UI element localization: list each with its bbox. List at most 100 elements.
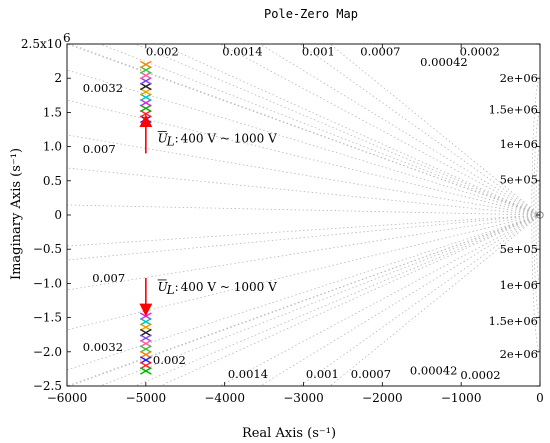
annotation-colon: : — [175, 131, 179, 145]
x-tick-label: −2000 — [362, 391, 403, 405]
y-tick-label: −2.5 — [33, 379, 62, 393]
damping-grid-line — [159, 214, 541, 387]
damping-label: 0.0007 — [351, 367, 391, 381]
pole-marker — [139, 109, 152, 118]
voltage-annotation: UL:400 V ~ 1000 V — [157, 131, 277, 148]
x-tick-label: −6000 — [47, 391, 88, 405]
pole-marker — [139, 350, 152, 359]
damping-grid-line — [66, 214, 541, 247]
damping-grid-line — [99, 214, 541, 387]
x-tick-label: −4000 — [204, 391, 245, 405]
damping-grid-line — [66, 69, 541, 216]
annotation-text: 400 V ~ 1000 V — [181, 280, 277, 294]
frequency-grid-arc — [537, 180, 541, 250]
x-tick-label: 0 — [536, 391, 544, 405]
x-tick-label: −3000 — [283, 391, 324, 405]
pole-marker — [139, 323, 152, 331]
damping-label: 0.007 — [83, 142, 116, 156]
y-axis-ticks: 2.5x10 2 1.5 1.0 0.5 0 −0.5 −1.0 −1.5 −2.0 −2.5 6 — [21, 31, 540, 393]
damping-label: 0.0002 — [460, 45, 500, 59]
annotation-symbol: U — [158, 131, 169, 145]
damping-grid-line — [159, 43, 541, 216]
damping-grid-line — [259, 214, 541, 387]
damping-label: 0.001 — [302, 45, 335, 59]
frequency-label: 5e+05 — [500, 172, 538, 186]
pole-marker — [139, 93, 152, 102]
y-tick-label: 1.5 — [43, 105, 62, 119]
pole-marker — [139, 339, 152, 348]
damping-labels: 0.002 0.0014 0.001 0.00070.000420.00020.003… — [83, 45, 501, 383]
pole-marker — [139, 328, 152, 337]
pole-marker — [139, 71, 152, 80]
frequency-label: 1.5e+06 — [489, 103, 538, 117]
y-tick-label: −0.5 — [33, 242, 62, 256]
pole-marker — [139, 361, 152, 370]
damping-grid-line — [66, 214, 541, 331]
y-tick-label: −1.5 — [33, 311, 62, 325]
damping-label: 0.0032 — [83, 340, 123, 354]
pole-marker — [139, 77, 152, 85]
damping-grid-line — [66, 214, 541, 387]
damping-grid-line — [329, 214, 541, 387]
damping-label: 0.002 — [146, 45, 179, 59]
grid-layer — [66, 43, 541, 387]
damping-grid-line — [134, 214, 541, 387]
pole-markers — [139, 60, 544, 375]
pole-marker — [139, 334, 152, 342]
y-tick-label: 2.5x10 — [21, 37, 62, 51]
damping-label: 0.0002 — [460, 368, 500, 382]
frequency-label: 2e+06 — [500, 71, 538, 85]
damping-grid-line — [66, 214, 541, 371]
damping-grid-line — [299, 214, 541, 387]
frequency-label: 1.5e+06 — [489, 314, 538, 328]
damping-grid-line — [66, 167, 541, 216]
x-axis-ticks: −6000 −5000 −4000 −3000 −2000 −1000 0 — [47, 44, 544, 405]
damping-label: 0.001 — [306, 367, 339, 381]
damping-grid-line — [99, 43, 541, 216]
frequency-label: 1e+06 — [500, 278, 538, 292]
y-tick-label: 1.0 — [43, 140, 62, 154]
y-tick-label: −1.0 — [33, 276, 62, 290]
damping-label: 0.0032 — [83, 81, 123, 95]
damping-grid-line — [134, 43, 541, 216]
frequency-grid-arc — [531, 77, 541, 353]
pole-marker — [139, 88, 152, 96]
annotation-subscript: L — [166, 283, 175, 297]
y-tick-label: 0 — [54, 208, 62, 222]
damping-grid-line — [66, 43, 541, 216]
x-axis-label: Real Axis (s⁻¹) — [242, 426, 336, 441]
frequency-label: 2e+06 — [500, 347, 538, 361]
frequency-grid-arc — [535, 146, 541, 284]
frequency-label: 5e+05 — [500, 242, 538, 256]
pole-marker — [139, 356, 152, 364]
x-tick-label: −5000 — [126, 391, 167, 405]
damping-grid-line — [69, 214, 541, 387]
annotation-colon: : — [175, 280, 179, 294]
frequency-label: 1e+06 — [500, 137, 538, 151]
pole-marker — [139, 345, 152, 353]
damping-label: 0.0014 — [228, 367, 268, 381]
damping-label: 0.0007 — [360, 45, 400, 59]
pole-marker — [139, 60, 152, 69]
damping-grid-line — [259, 43, 541, 216]
plot-frame — [66, 43, 541, 387]
chart-title: Pole-Zero Map — [264, 7, 358, 21]
damping-label: 0.002 — [153, 353, 186, 367]
pole-marker — [139, 82, 152, 91]
pole-marker — [139, 312, 152, 321]
x-tick-label: −1000 — [441, 391, 482, 405]
voltage-annotation: UL:400 V ~ 1000 V — [157, 279, 277, 297]
damping-grid-line — [66, 204, 541, 216]
damping-grid-line — [219, 43, 541, 216]
pole-marker — [139, 367, 152, 375]
y-axis-label: Imaginary Axis (s⁻¹) — [9, 148, 24, 280]
y-tick-label: 0.5 — [43, 174, 62, 188]
damping-grid-line — [299, 43, 541, 216]
annotation-text: 400 V ~ 1000 V — [181, 131, 277, 145]
damping-grid-line — [69, 43, 541, 216]
damping-grid-line — [219, 214, 541, 387]
damping-label: 0.00042 — [420, 55, 468, 69]
damping-label: 0.00042 — [410, 363, 458, 377]
annotation-subscript: L — [166, 134, 175, 148]
